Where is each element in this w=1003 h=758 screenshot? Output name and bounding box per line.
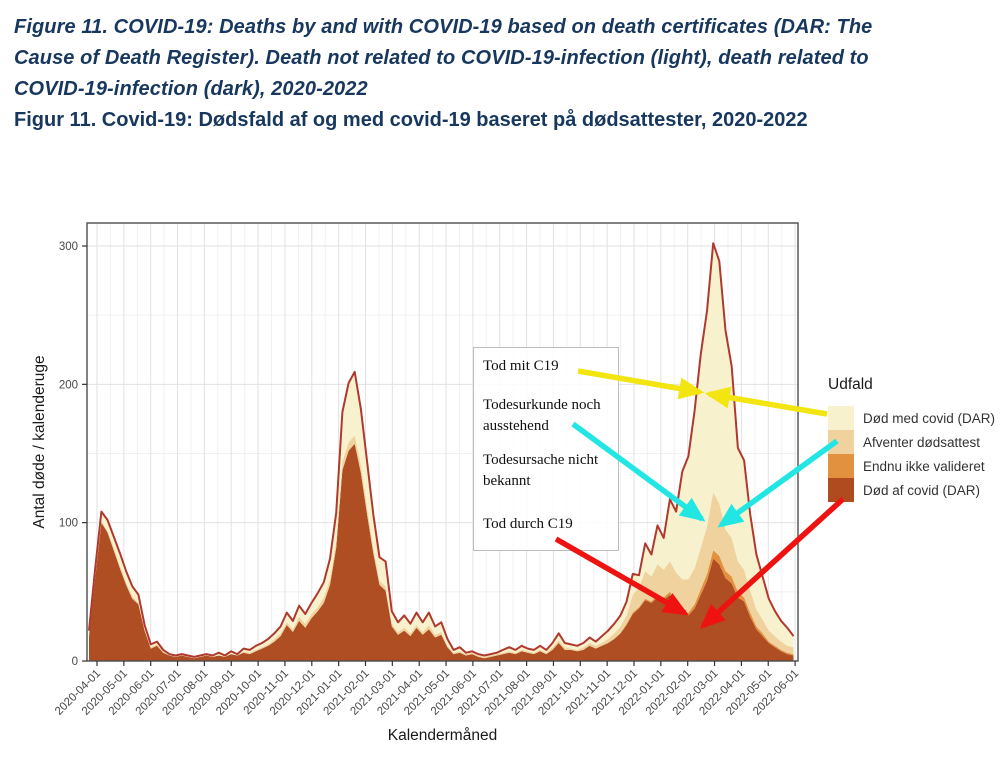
svg-text:100: 100 [59, 518, 78, 530]
legend-label: Afventer dødsattest [863, 434, 981, 450]
legend-label: Død med covid (DAR) [863, 410, 996, 426]
annotation-todesurkunde: Todesurkunde noch ausstehend [483, 397, 601, 434]
svg-text:0: 0 [72, 656, 78, 668]
figure-title-en-line3: COVID-19-infection (dark), 2020-2022 [14, 78, 368, 100]
legend-title: Udfald [828, 376, 873, 393]
legend-item-dod-med-covid: Død med covid (DAR) [828, 406, 995, 430]
legend-swatch-tan [828, 430, 854, 454]
legend-label: Endnu ikke valideret [863, 458, 985, 474]
annotation-tod-mit-c19: Tod mit C19 [483, 358, 559, 374]
svg-text:200: 200 [59, 379, 78, 391]
legend-item-dod-af-covid: Død af covid (DAR) [828, 478, 995, 502]
legend-item-endnu-ikke: Endnu ikke valideret [828, 454, 995, 478]
annotation-todesursache: Todesursache nicht bekannt [483, 452, 599, 489]
svg-text:Kalendermåned: Kalendermåned [388, 727, 497, 744]
legend-item-afventer: Afventer dødsattest [828, 430, 995, 454]
figure-caption: Figure 11. COVID-19: Deaths by and with … [14, 12, 999, 136]
svg-text:300: 300 [59, 241, 78, 253]
annotation-box: Tod mit C19 Todesurkunde noch ausstehend… [473, 347, 619, 551]
legend-swatch-rust [828, 478, 854, 502]
figure-title-en-line1: Figure 11. COVID-19: Deaths by and with … [14, 16, 873, 38]
legend-label: Død af covid (DAR) [863, 482, 981, 498]
chart-legend: Udfald Død med covid (DAR) Afventer døds… [828, 376, 995, 502]
annotation-tod-durch-c19: Tod durch C19 [483, 516, 573, 532]
legend-swatch-cream [828, 406, 854, 430]
figure-title-en-line2: Cause of Death Register). Death not rela… [14, 47, 869, 69]
svg-text:Antal døde / kalenderuge: Antal døde / kalenderuge [31, 355, 48, 528]
figure-title-da: Figur 11. Covid-19: Dødsfald af og med c… [14, 109, 808, 131]
legend-swatch-orange [828, 454, 854, 478]
